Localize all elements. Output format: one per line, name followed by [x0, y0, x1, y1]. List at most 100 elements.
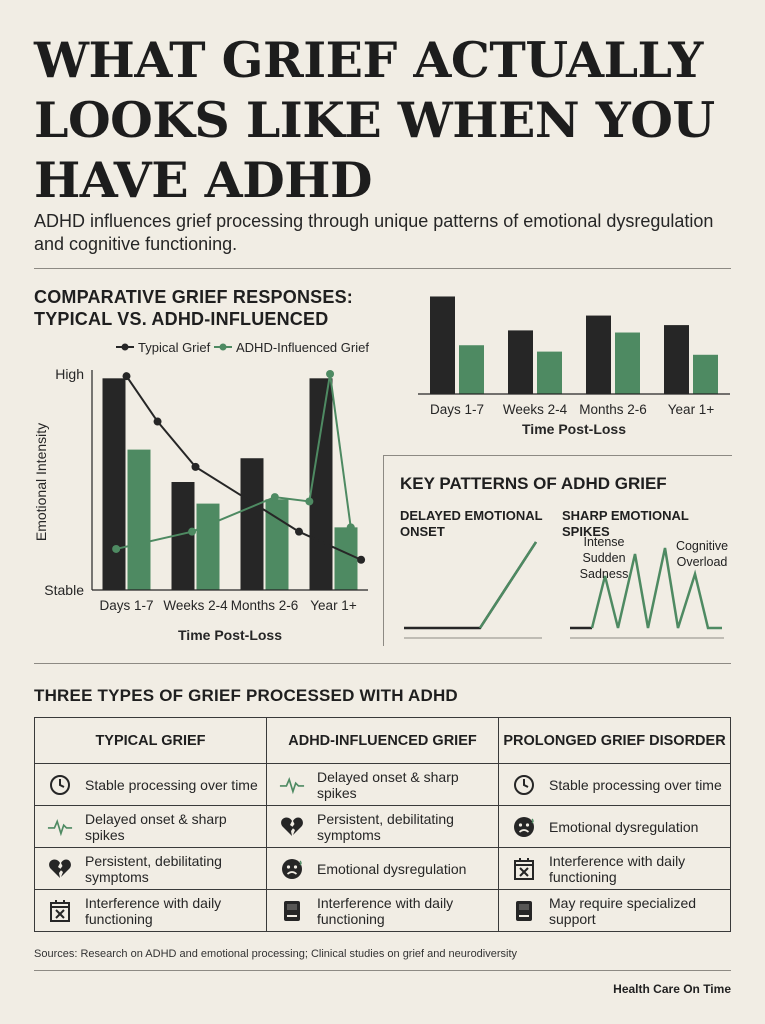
- cognitive-overload-annotation: Cognitive Overload: [675, 539, 729, 569]
- x-tick-label: Weeks 2-4: [163, 598, 228, 613]
- divider: [34, 970, 731, 971]
- heartbeat-icon: [47, 814, 73, 840]
- cell-text: Delayed onset & sharp spikes: [85, 810, 227, 843]
- grief-response-chart: Typical Grief ADHD-Influenced Grief Days 1…: [33, 340, 369, 643]
- divider: [34, 663, 731, 664]
- table-cell: Stable processing over time: [34, 763, 267, 806]
- sudden-sadness-annotation: Intense Sudden Sadness: [579, 535, 629, 581]
- footer-credit: Health Care On Time: [613, 982, 731, 996]
- book-icon: [279, 898, 305, 924]
- legend-label-1: ADHD-Influenced Grief: [236, 340, 369, 355]
- column-header-typical: TYPICAL GRIEF: [34, 717, 267, 764]
- line-adhd: [115, 373, 352, 550]
- distressed-face-icon: [511, 814, 537, 840]
- sharp-spikes-label: SHARP EMOTIONAL SPIKES: [562, 508, 689, 539]
- line-point-adhd: [112, 544, 121, 553]
- key-patterns-title: KEY PATTERNS OF ADHD GRIEF: [400, 474, 667, 493]
- cell-text: Persistent, debilitating symptoms: [85, 852, 222, 885]
- cell-text: Interference with daily functioning: [85, 894, 222, 927]
- line-point-adhd: [188, 527, 197, 536]
- line-point-adhd: [326, 370, 335, 378]
- bar-typical-2: [586, 315, 611, 394]
- clock-icon: [47, 772, 73, 798]
- table-row: Interference with daily functioning Inter…: [34, 889, 731, 932]
- broken-heart-icon: [279, 814, 305, 840]
- x-tick-label: Months 2-6: [579, 402, 647, 417]
- bar-typical-1: [171, 482, 195, 590]
- bar-typical-0: [430, 296, 455, 394]
- line-point-adhd: [346, 523, 355, 532]
- line-point-typical: [122, 372, 131, 381]
- x-tick-label: Days 1-7: [99, 598, 153, 613]
- table-cell: Stable processing over time: [498, 763, 731, 806]
- x-tick-label: Year 1+: [668, 402, 715, 417]
- table-cell: Interference with daily functioning: [34, 889, 267, 932]
- y-tick-label-high: High: [55, 366, 84, 382]
- table-cell: Emotional dysregulation: [266, 847, 499, 890]
- cell-text: Emotional dysregulation: [317, 860, 467, 877]
- x-tick-label: Year 1+: [310, 598, 357, 613]
- x-axis-title: Time Post-Loss: [522, 421, 626, 437]
- table-row: Persistent, debilitating symptoms Emotion…: [34, 847, 731, 890]
- table-cell: Delayed onset & sharp spikes: [266, 763, 499, 806]
- sources-note: Sources: Research on ADHD and emotional …: [34, 948, 518, 960]
- time-bar-chart: Days 1-7 Weeks 2-4 Months 2-6 Year 1+ Time P…: [418, 296, 730, 437]
- bar-adhd-1: [537, 351, 562, 394]
- book-icon: [511, 898, 537, 924]
- x-tick-label: Months 2-6: [231, 598, 299, 613]
- x-axis-title: Time Post-Loss: [178, 627, 282, 643]
- legend-marker-0: [121, 343, 129, 351]
- delayed-onset-line: [404, 541, 538, 630]
- bar-typical-2: [240, 458, 264, 590]
- table-row: Stable processing over time Delayed onset…: [34, 763, 731, 806]
- cell-text: Emotional dysregulation: [549, 818, 699, 835]
- cell-text: Interference with daily functioning: [549, 852, 686, 885]
- table-cell: Delayed onset & sharp spikes: [34, 805, 267, 848]
- bar-adhd-0: [127, 449, 151, 590]
- y-axis-title: Emotional Intensity: [33, 423, 49, 541]
- cell-text: Interference with daily functioning: [317, 894, 454, 927]
- key-patterns-panel: KEY PATTERNS OF ADHD GRIEF DELAYED EMOTI…: [383, 455, 732, 646]
- bar-typical-0: [102, 378, 126, 590]
- legend-marker-1: [219, 343, 227, 351]
- line-point-adhd: [270, 493, 279, 502]
- divider: [34, 268, 731, 269]
- bar-typical-1: [508, 330, 533, 394]
- line-point-typical: [357, 555, 366, 564]
- page-subtitle: ADHD influences grief processing through…: [34, 211, 714, 254]
- calendar-x-icon: [511, 856, 537, 882]
- table-cell: Interference with daily functioning: [266, 889, 499, 932]
- x-tick-label: Days 1-7: [430, 402, 484, 417]
- heartbeat-icon: [279, 772, 305, 798]
- delayed-onset-label: DELAYED EMOTIONAL ONSET: [400, 508, 543, 539]
- line-point-typical: [295, 527, 303, 536]
- table-cell: Emotional dysregulation: [498, 805, 731, 848]
- bar-typical-3: [664, 325, 689, 394]
- table-cell: Persistent, debilitating symptoms: [34, 847, 267, 890]
- delayed-onset-rise: [478, 541, 538, 629]
- page-title: WHAT GRIEF ACTUALLY LOOKS LIKE WHEN YOU …: [34, 31, 715, 209]
- calendar-x-icon: [47, 898, 73, 924]
- broken-heart-icon: [47, 856, 73, 882]
- bar-adhd-0: [459, 345, 484, 394]
- bar-adhd-3: [334, 527, 358, 590]
- bar-adhd-2: [615, 332, 640, 394]
- x-tick-label: Weeks 2-4: [503, 402, 568, 417]
- table-cell: Persistent, debilitating symptoms: [266, 805, 499, 848]
- distressed-face-icon: [279, 856, 305, 882]
- grief-types-table: TYPICAL GRIEF ADHD-INFLUENCED GRIEF PROL…: [34, 717, 731, 932]
- bar-adhd-1: [196, 503, 220, 590]
- column-header-adhd: ADHD-INFLUENCED GRIEF: [266, 717, 499, 764]
- comparison-heading: COMPARATIVE GRIEF RESPONSES: TYPICAL VS.…: [34, 287, 353, 329]
- line-point-adhd: [305, 497, 314, 506]
- table-cell: Interference with daily functioning: [498, 847, 731, 890]
- types-heading: THREE TYPES OF GRIEF PROCESSED WITH ADHD: [34, 686, 458, 705]
- y-tick-label-stable: Stable: [44, 582, 84, 598]
- key-patterns-sketch: [404, 541, 724, 639]
- bar-typical-3: [309, 378, 333, 590]
- cell-text: Stable processing over time: [549, 776, 722, 793]
- column-header-prolonged: PROLONGED GRIEF DISORDER: [498, 717, 731, 764]
- table-cell: May require specialized support: [498, 889, 731, 932]
- line-point-typical: [191, 462, 200, 471]
